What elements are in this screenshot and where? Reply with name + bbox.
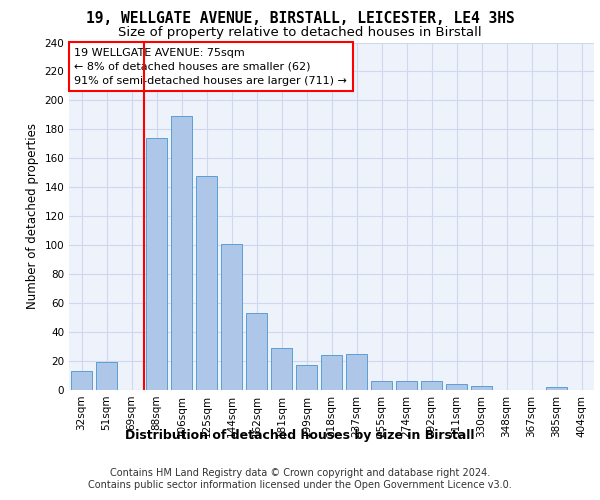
- Bar: [546, 387, 567, 390]
- Bar: [371, 382, 392, 390]
- Bar: [421, 382, 442, 390]
- Text: Contains public sector information licensed under the Open Government Licence v3: Contains public sector information licen…: [88, 480, 512, 490]
- Bar: [471, 386, 492, 390]
- Bar: [71, 371, 92, 390]
- Text: 19 WELLGATE AVENUE: 75sqm
← 8% of detached houses are smaller (62)
91% of semi-d: 19 WELLGATE AVENUE: 75sqm ← 8% of detach…: [74, 48, 347, 86]
- Bar: [196, 176, 217, 390]
- Bar: [246, 314, 267, 390]
- Bar: [321, 355, 342, 390]
- Bar: [446, 384, 467, 390]
- Bar: [146, 138, 167, 390]
- Text: Distribution of detached houses by size in Birstall: Distribution of detached houses by size …: [125, 428, 475, 442]
- Bar: [221, 244, 242, 390]
- Bar: [396, 382, 417, 390]
- Y-axis label: Number of detached properties: Number of detached properties: [26, 123, 39, 309]
- Text: Contains HM Land Registry data © Crown copyright and database right 2024.: Contains HM Land Registry data © Crown c…: [110, 468, 490, 477]
- Text: 19, WELLGATE AVENUE, BIRSTALL, LEICESTER, LE4 3HS: 19, WELLGATE AVENUE, BIRSTALL, LEICESTER…: [86, 11, 514, 26]
- Bar: [271, 348, 292, 390]
- Bar: [171, 116, 192, 390]
- Bar: [96, 362, 117, 390]
- Bar: [296, 366, 317, 390]
- Bar: [346, 354, 367, 390]
- Text: Size of property relative to detached houses in Birstall: Size of property relative to detached ho…: [118, 26, 482, 39]
